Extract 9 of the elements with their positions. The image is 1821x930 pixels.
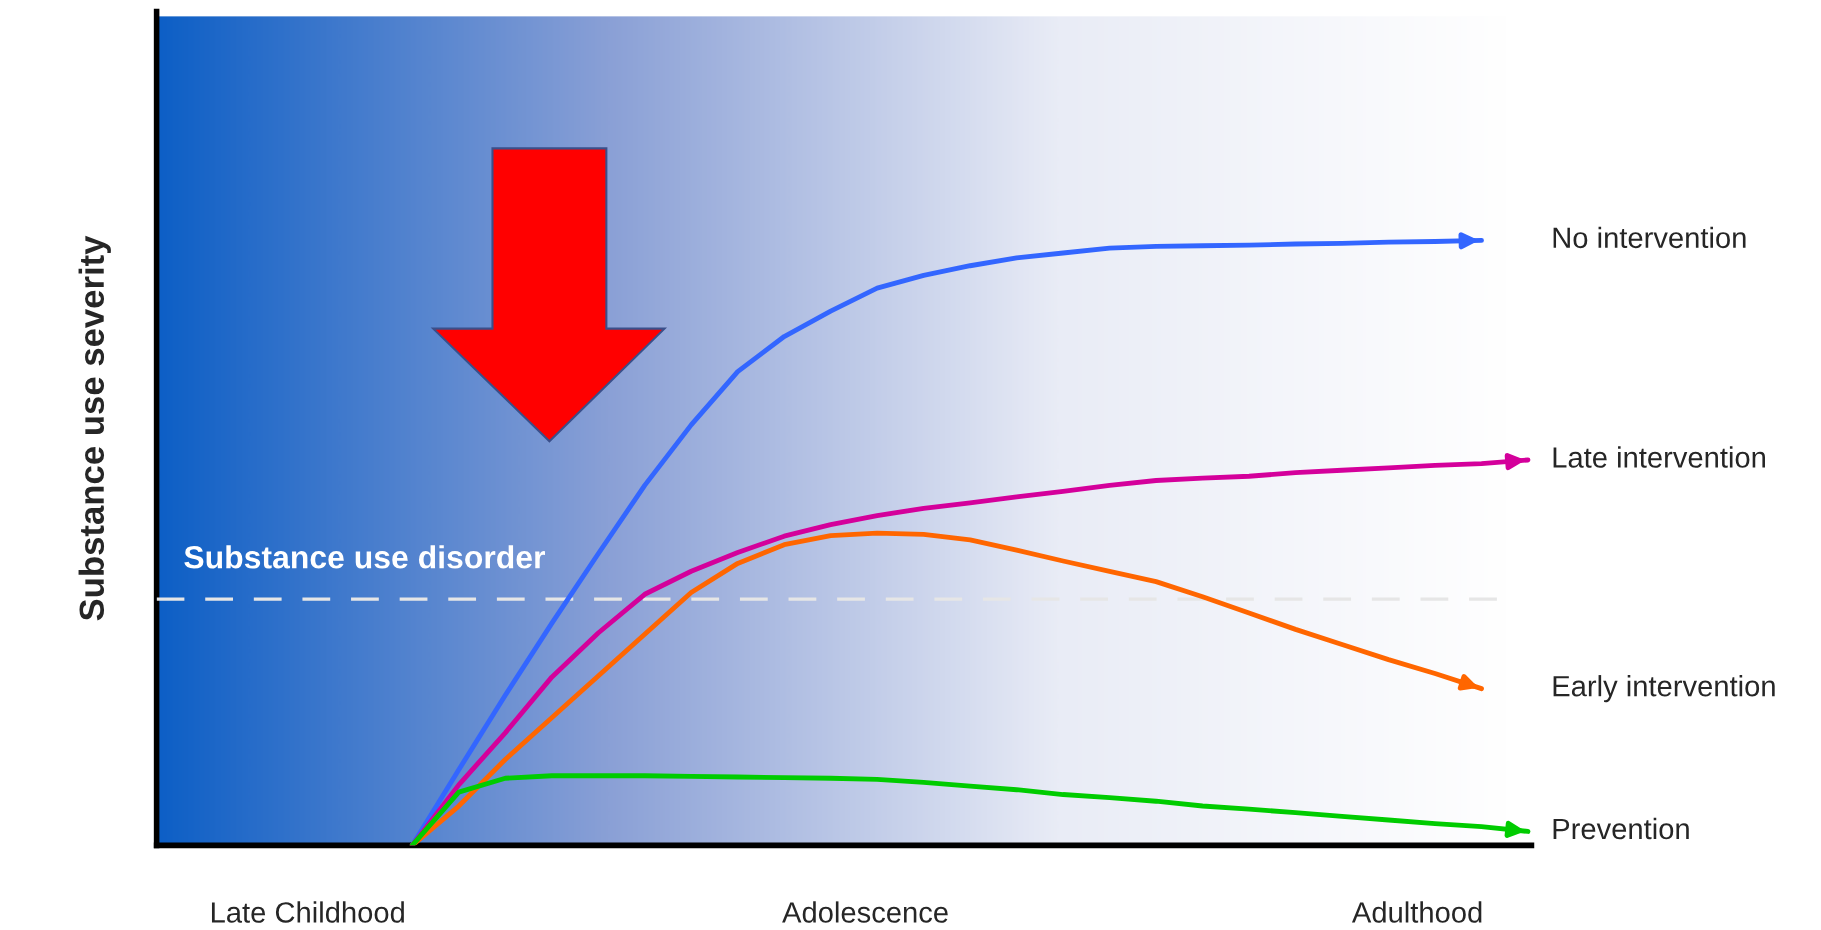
text: Adulthood (1351, 901, 1482, 923)
text: No intervention (1553, 226, 1746, 249)
text: Adolescence (782, 901, 948, 923)
legend-label: Late intervention (1553, 446, 1765, 468)
text: Late Childhood (211, 901, 404, 923)
text: Early intervention (1553, 675, 1775, 703)
text: Substance use severity (78, 235, 111, 621)
legend-label: Prevention (1553, 817, 1689, 840)
ref-line-label: Substance use disorder (184, 545, 546, 569)
